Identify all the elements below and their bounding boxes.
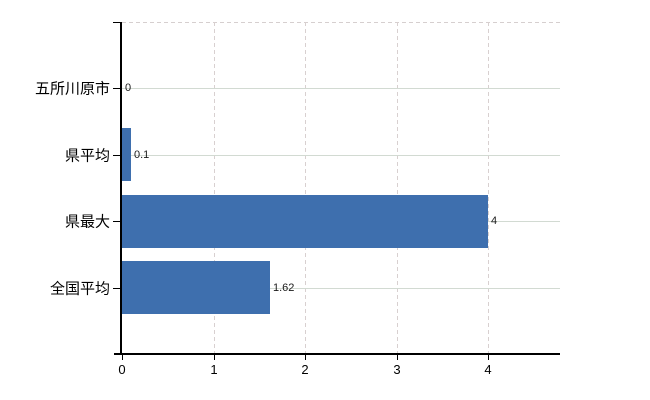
x-axis-tick: [122, 355, 123, 360]
vertical-gridline: [305, 22, 306, 353]
y-axis-tick: [113, 88, 120, 89]
x-axis-tick: [397, 355, 398, 360]
x-axis: [114, 353, 560, 355]
y-axis-tick: [113, 221, 120, 222]
x-axis-tick: [488, 355, 489, 360]
bar: [122, 128, 131, 181]
bar-value-label: 1.62: [273, 282, 295, 294]
x-tick-label: 3: [393, 362, 401, 377]
horizontal-gridline: [122, 155, 560, 156]
y-axis-tick: [113, 22, 120, 23]
bar-value-label: 0.1: [134, 149, 150, 161]
x-axis-tick: [305, 355, 306, 360]
bar-value-label: 0: [125, 82, 132, 94]
category-label: 全国平均: [49, 280, 110, 298]
y-axis-tick: [113, 155, 120, 156]
vertical-gridline: [214, 22, 215, 353]
bar: [122, 261, 270, 314]
plot-top-border: [122, 22, 560, 23]
horizontal-gridline: [122, 288, 560, 289]
x-tick-label: 4: [484, 362, 492, 377]
x-axis-tick: [214, 355, 215, 360]
horizontal-gridline: [122, 88, 560, 89]
category-label: 五所川原市: [34, 80, 110, 98]
vertical-gridline: [397, 22, 398, 353]
x-tick-label: 2: [301, 362, 309, 377]
category-label: 県最大: [64, 213, 110, 231]
bar-value-label: 4: [491, 215, 498, 227]
y-axis-tick: [113, 288, 120, 289]
x-tick-label: 0: [118, 362, 126, 377]
x-tick-label: 1: [210, 362, 218, 377]
vertical-gridline: [488, 22, 489, 353]
bar: [122, 195, 488, 248]
category-label: 県平均: [64, 147, 110, 165]
y-axis: [120, 22, 122, 355]
